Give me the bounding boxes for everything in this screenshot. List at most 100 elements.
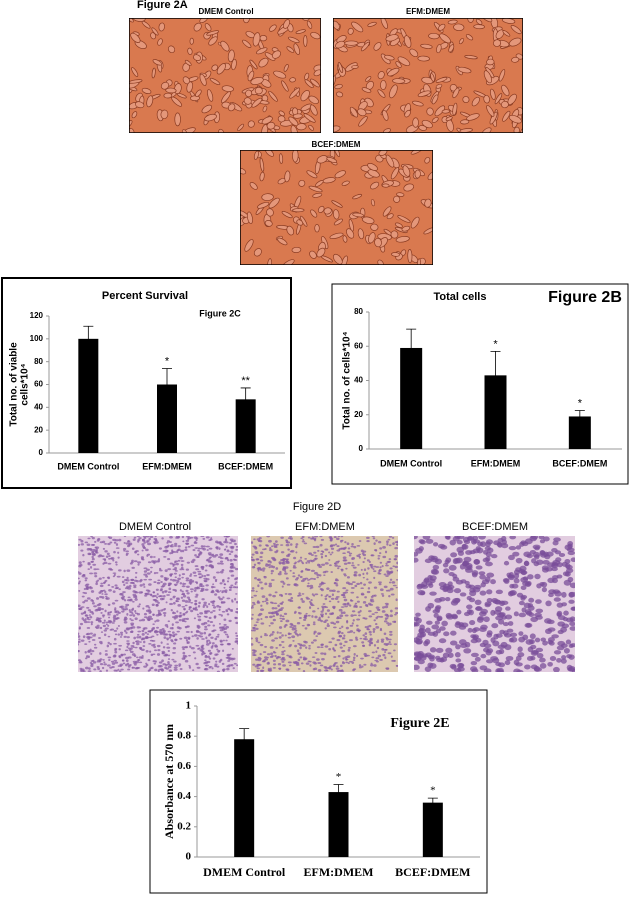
cell — [124, 629, 127, 633]
cell — [569, 626, 575, 631]
cell — [515, 655, 522, 661]
cell — [278, 110, 285, 117]
cell — [332, 606, 336, 609]
cell — [90, 536, 93, 538]
cell — [188, 582, 193, 584]
cell — [209, 620, 214, 624]
cell — [117, 668, 120, 671]
cell — [304, 79, 314, 89]
cell — [383, 642, 388, 646]
cell — [357, 611, 361, 614]
cell — [353, 545, 357, 549]
cell — [161, 537, 164, 540]
cell — [93, 668, 97, 671]
cell — [515, 557, 523, 564]
cell — [510, 636, 518, 643]
cell — [301, 644, 306, 647]
cell — [138, 619, 142, 622]
y-tick-label: 0 — [39, 448, 44, 457]
x-tick-label: BCEF:DMEM — [218, 461, 273, 471]
cell — [460, 622, 469, 628]
cell — [267, 559, 271, 562]
cell — [124, 608, 129, 611]
cell — [255, 590, 258, 593]
cell — [307, 561, 311, 564]
cell — [424, 639, 431, 645]
cell — [376, 640, 380, 643]
cell — [509, 583, 515, 589]
cell — [339, 547, 343, 550]
cell — [210, 636, 214, 639]
cell — [283, 612, 288, 615]
cell — [161, 659, 164, 663]
cell — [93, 568, 97, 571]
cell — [323, 574, 326, 576]
cell — [497, 537, 504, 543]
cell — [389, 643, 392, 646]
cell — [140, 556, 145, 559]
cell — [199, 589, 204, 593]
cell — [361, 665, 364, 668]
cell — [104, 609, 107, 613]
cell — [109, 557, 113, 560]
cell — [339, 646, 343, 649]
cell — [134, 576, 138, 579]
cell — [316, 646, 321, 649]
cell — [474, 599, 482, 605]
cell — [223, 618, 227, 621]
cell — [284, 170, 291, 183]
cell — [224, 548, 227, 551]
cell — [153, 581, 157, 583]
cell — [533, 665, 540, 672]
cell — [342, 611, 346, 615]
cell — [539, 657, 546, 663]
cell — [272, 659, 276, 662]
cell — [495, 650, 503, 655]
cell — [168, 669, 172, 672]
cell — [292, 565, 296, 568]
cell — [195, 89, 202, 97]
cell — [84, 651, 87, 654]
cell — [334, 562, 337, 565]
cell — [86, 597, 91, 600]
cell — [252, 32, 261, 47]
cell — [278, 626, 283, 629]
cell — [136, 633, 140, 636]
cell — [86, 627, 91, 629]
cell — [345, 626, 349, 630]
cell — [452, 558, 459, 565]
cell — [129, 618, 132, 620]
cell — [147, 561, 152, 564]
cell — [557, 562, 563, 568]
cell — [435, 605, 442, 610]
cell — [513, 578, 520, 584]
cell — [297, 611, 300, 614]
cell — [307, 614, 311, 617]
cell — [182, 654, 186, 658]
cell — [107, 562, 112, 565]
cell — [490, 88, 496, 100]
cell — [106, 644, 110, 648]
cell — [86, 586, 90, 588]
cell — [268, 197, 280, 209]
cell — [201, 574, 204, 578]
cell — [82, 670, 86, 672]
cell — [222, 649, 225, 653]
cell — [252, 663, 256, 666]
cell — [155, 571, 159, 574]
cell — [459, 592, 467, 597]
cell — [185, 631, 190, 633]
cell — [333, 656, 337, 658]
cell — [254, 546, 258, 550]
cell — [105, 669, 109, 672]
cell — [151, 628, 154, 632]
cell — [273, 663, 277, 666]
cell — [141, 87, 152, 94]
cell — [345, 581, 350, 585]
cell — [227, 49, 235, 63]
cell — [80, 639, 85, 642]
cell — [93, 646, 98, 649]
cell — [251, 617, 254, 620]
panel-title: Figure 2D — [293, 501, 341, 513]
cell — [193, 574, 198, 577]
